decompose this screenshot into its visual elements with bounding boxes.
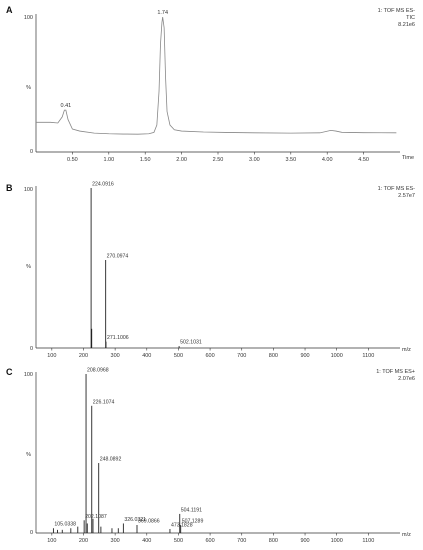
panel-c-instrument-line-2: 2.07e6 bbox=[398, 376, 415, 382]
peak-mz-label: 326.0321 bbox=[124, 517, 146, 523]
peak-annotation: 0.41 bbox=[60, 103, 71, 109]
x-tick-label: 4.50 bbox=[358, 157, 369, 163]
peak-mz-label: 504.1191 bbox=[181, 507, 202, 513]
x-tick-label: 400 bbox=[142, 538, 151, 544]
panel-b-x-label: m/z bbox=[402, 347, 411, 353]
x-tick-label: 1000 bbox=[331, 538, 343, 544]
panel-a-x-label: Time bbox=[402, 155, 414, 161]
peak-mz-label: 105.0338 bbox=[54, 522, 76, 528]
x-tick-label: 4.00 bbox=[322, 157, 333, 163]
peak-mz-label: 507.1289 bbox=[182, 519, 204, 525]
x-tick-label: 1000 bbox=[331, 353, 343, 359]
x-tick-label: 2.50 bbox=[213, 157, 224, 163]
x-tick-label: 800 bbox=[269, 538, 278, 544]
panel-b-x-ticks: 100 200 300 400 500 600 700 800 900 1000 1100 bbox=[47, 348, 374, 359]
peak-mz-label: 369.0866 bbox=[138, 519, 160, 525]
peak-mz-label: 202.1087 bbox=[85, 514, 107, 520]
x-tick-label: 100 bbox=[47, 538, 56, 544]
x-tick-label: 500 bbox=[174, 353, 183, 359]
panel-letter-b: B bbox=[6, 183, 13, 193]
panel-b-peak-labels: 224.0916 270.0974 271.1006 502.1031 bbox=[92, 182, 202, 346]
peak-mz-label: 271.1006 bbox=[107, 335, 129, 341]
peak-annotation: 1.74 bbox=[157, 10, 168, 16]
panel-c-x-label: m/z bbox=[402, 532, 411, 538]
panel-b: 1: TOF MS ES- 2.57e7 100 % 0 m/z 100 200 3… bbox=[24, 182, 415, 360]
panel-a-instrument-line-3: 8.21e6 bbox=[398, 22, 415, 28]
x-tick-label: 1100 bbox=[362, 353, 374, 359]
panel-b-instrument-line-2: 2.57e7 bbox=[398, 193, 415, 199]
panel-a-y-side-label: % bbox=[26, 85, 31, 91]
peak-mz-label: 226.1074 bbox=[93, 399, 115, 405]
panel-c-y-side-label: % bbox=[26, 452, 31, 458]
x-tick-label: 200 bbox=[79, 538, 88, 544]
peak-mz-label: 270.0974 bbox=[107, 254, 129, 260]
x-tick-label: 200 bbox=[79, 353, 88, 359]
panel-c-instrument-line-1: 1: TOF MS ES+ bbox=[376, 369, 415, 375]
panel-a-tic-trace bbox=[36, 16, 397, 135]
peak-mz-label: 473.1828 bbox=[171, 523, 193, 529]
peak-mz-label: 224.0916 bbox=[92, 182, 114, 188]
x-tick-label: 600 bbox=[205, 353, 214, 359]
x-tick-label: 3.00 bbox=[249, 157, 260, 163]
panel-c-y-top-label: 100 bbox=[24, 372, 33, 378]
x-tick-label: 700 bbox=[237, 353, 246, 359]
panel-a-y-top-label: 100 bbox=[24, 15, 33, 21]
panel-c-peaks bbox=[52, 374, 182, 533]
x-tick-label: 800 bbox=[269, 353, 278, 359]
x-tick-label: 900 bbox=[300, 538, 309, 544]
panel-c-peak-labels: 105.0338 202.1087 208.0968 226.1074 248.0892… bbox=[54, 368, 203, 529]
x-tick-label: 0.50 bbox=[67, 157, 78, 163]
x-tick-label: 3.50 bbox=[285, 157, 296, 163]
panel-a-instrument-line-2: TIC bbox=[406, 15, 415, 21]
panel-b-peaks bbox=[90, 188, 180, 348]
panel-a-y-bottom-label: 0 bbox=[30, 149, 33, 155]
panel-c-y-bottom-label: 0 bbox=[30, 530, 33, 536]
panel-a: 1: TOF MS ES- TIC 8.21e6 100 % 0 Time 0.… bbox=[24, 8, 415, 163]
panel-a-annotations: 0.41 1.74 bbox=[60, 10, 168, 109]
x-tick-label: 1.00 bbox=[103, 157, 114, 163]
peak-mz-label: 248.0892 bbox=[100, 457, 122, 463]
panel-b-y-bottom-label: 0 bbox=[30, 346, 33, 352]
panel-b-y-top-label: 100 bbox=[24, 187, 33, 193]
panel-b-y-side-label: % bbox=[26, 264, 31, 270]
x-tick-label: 100 bbox=[47, 353, 56, 359]
x-tick-label: 2.00 bbox=[176, 157, 187, 163]
panel-c-x-ticks: 100 200 300 400 500 600 700 800 900 1000 1100 bbox=[47, 533, 374, 544]
x-tick-label: 600 bbox=[205, 538, 214, 544]
x-tick-label: 1.50 bbox=[140, 157, 151, 163]
panel-letter-c: C bbox=[6, 367, 13, 377]
x-tick-label: 300 bbox=[111, 353, 120, 359]
panel-b-instrument-line-1: 1: TOF MS ES- bbox=[378, 186, 416, 192]
x-tick-label: 500 bbox=[174, 538, 183, 544]
x-tick-label: 1100 bbox=[362, 538, 374, 544]
panel-a-x-ticks: 0.50 1.00 1.50 2.00 2.50 3.00 3.50 4.00 4.50 bbox=[67, 152, 369, 163]
x-tick-label: 400 bbox=[142, 353, 151, 359]
peak-mz-label: 208.0968 bbox=[87, 368, 109, 374]
x-tick-label: 900 bbox=[300, 353, 309, 359]
peak-mz-label: 502.1031 bbox=[180, 340, 202, 346]
x-tick-label: 700 bbox=[237, 538, 246, 544]
panel-a-instrument-line-1: 1: TOF MS ES- bbox=[378, 8, 416, 14]
panel-c: 1: TOF MS ES+ 2.07e6 100 % 0 m/z 100 200 3… bbox=[24, 368, 415, 545]
panel-letter-a: A bbox=[6, 5, 13, 15]
x-tick-label: 300 bbox=[111, 538, 120, 544]
